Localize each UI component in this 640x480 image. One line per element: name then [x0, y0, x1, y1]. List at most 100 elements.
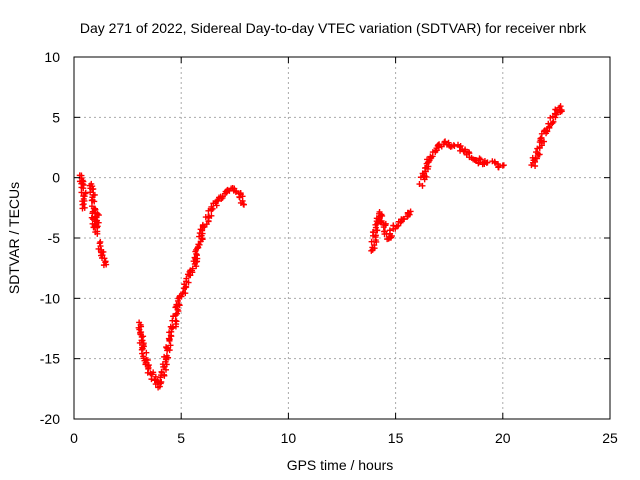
- data-point: [81, 204, 88, 211]
- x-tick-label: 20: [495, 430, 511, 446]
- data-point: [101, 255, 108, 262]
- data-point: [475, 159, 482, 166]
- data-point: [237, 190, 244, 197]
- x-tick-label: 15: [388, 430, 404, 446]
- data-point: [406, 211, 413, 218]
- data-point: [145, 364, 152, 371]
- data-point: [80, 201, 87, 208]
- data-point: [94, 224, 101, 231]
- data-point: [193, 252, 200, 259]
- data-point: [92, 229, 99, 236]
- data-point: [416, 181, 423, 188]
- data-point: [103, 261, 110, 268]
- data-point: [172, 312, 179, 319]
- chart-title: Day 271 of 2022, Sidereal Day-to-day VTE…: [80, 20, 587, 36]
- data-point: [167, 342, 174, 349]
- data-point: [189, 265, 196, 272]
- data-point: [378, 219, 385, 226]
- data-point: [373, 238, 380, 245]
- data-point: [499, 162, 506, 169]
- data-point: [137, 329, 144, 336]
- data-point: [423, 173, 430, 180]
- data-point: [471, 156, 478, 163]
- y-tick-label: 10: [44, 49, 60, 65]
- x-axis-label: GPS time / hours: [287, 457, 394, 473]
- data-point: [205, 207, 212, 214]
- data-point: [158, 378, 165, 385]
- data-point: [229, 185, 236, 192]
- data-point: [87, 189, 94, 196]
- data-point: [545, 120, 552, 127]
- data-points: [76, 103, 565, 391]
- data-point: [183, 275, 190, 282]
- data-point: [180, 289, 187, 296]
- y-tick-label: 5: [52, 109, 60, 125]
- data-point: [208, 205, 215, 212]
- data-point: [558, 108, 565, 115]
- data-point: [386, 227, 393, 234]
- data-point: [214, 197, 221, 204]
- data-point: [372, 221, 379, 228]
- data-point: [208, 212, 215, 219]
- data-point: [172, 304, 179, 311]
- data-point: [163, 352, 170, 359]
- data-point: [536, 151, 543, 158]
- data-point: [90, 205, 97, 212]
- data-point: [198, 232, 205, 239]
- data-point: [379, 212, 386, 219]
- y-axis-label: SDTVAR / TECUs: [6, 182, 22, 294]
- data-point: [425, 158, 432, 165]
- x-tick-label: 25: [602, 430, 618, 446]
- data-point: [182, 284, 189, 291]
- data-point: [541, 138, 548, 145]
- y-tick-label: -10: [40, 290, 60, 306]
- data-point: [433, 145, 440, 152]
- data-point: [193, 246, 200, 253]
- data-point: [81, 197, 88, 204]
- data-point: [232, 189, 239, 196]
- data-point: [96, 240, 103, 247]
- axis-ticks: 0 5 10 15 20 25 -20 -15 -10 -5 0 5 10: [40, 49, 618, 446]
- data-point: [465, 149, 472, 156]
- data-point: [372, 234, 379, 241]
- data-point: [533, 149, 540, 156]
- data-point: [91, 198, 98, 205]
- data-point: [143, 349, 150, 356]
- data-point: [155, 384, 162, 391]
- data-point: [175, 308, 182, 315]
- data-point: [95, 212, 102, 219]
- data-point: [492, 159, 499, 166]
- data-point: [484, 159, 491, 166]
- x-tick-label: 10: [281, 430, 297, 446]
- data-point: [429, 149, 436, 156]
- data-point: [542, 127, 549, 134]
- data-point: [158, 368, 165, 375]
- data-point: [94, 210, 101, 217]
- y-tick-label: 0: [52, 170, 60, 186]
- data-point: [532, 155, 539, 162]
- data-point: [370, 229, 377, 236]
- data-point: [407, 208, 414, 215]
- y-tick-label: -15: [40, 351, 60, 367]
- data-point: [213, 202, 220, 209]
- data-point: [178, 293, 185, 300]
- data-point: [445, 139, 452, 146]
- data-point: [89, 186, 96, 193]
- data-point: [154, 377, 161, 384]
- data-point: [199, 236, 206, 243]
- data-point: [546, 123, 553, 130]
- y-tick-label: -20: [40, 411, 60, 427]
- x-tick-label: 5: [177, 430, 185, 446]
- data-point: [166, 329, 173, 336]
- data-point: [240, 201, 247, 208]
- data-point: [399, 216, 406, 223]
- data-point: [550, 118, 557, 125]
- data-point: [162, 366, 169, 373]
- data-point: [236, 193, 243, 200]
- data-point: [172, 317, 179, 324]
- data-point: [419, 182, 426, 189]
- y-tick-label: -5: [48, 230, 61, 246]
- data-point: [371, 242, 378, 249]
- data-point: [217, 193, 224, 200]
